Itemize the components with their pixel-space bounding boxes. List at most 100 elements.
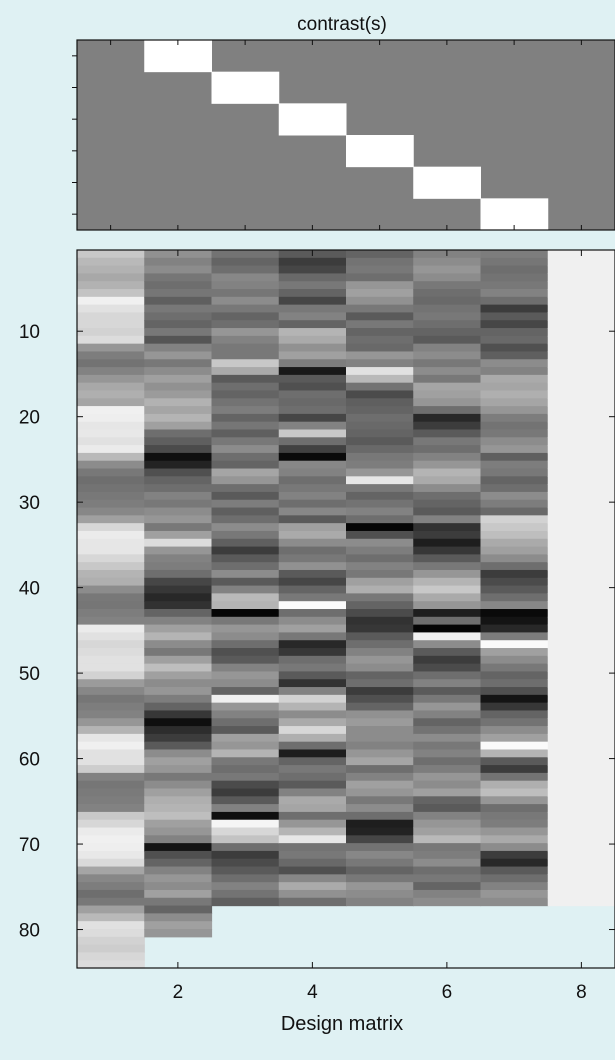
design-cell-c3-r36 <box>211 523 280 532</box>
design-cell-c4-r42 <box>278 569 347 579</box>
design-cell-c2-r79 <box>144 858 213 868</box>
design-cell-c4-r5 <box>278 281 347 290</box>
design-cell-c5-r51 <box>346 640 414 649</box>
design-cell-c6-r67 <box>413 765 482 774</box>
design-cell-c7-r70 <box>480 788 549 797</box>
design-cell-c2-r84 <box>144 897 213 907</box>
design-cell-c1-r5 <box>77 281 145 290</box>
design-cell-c7-r75 <box>480 827 549 836</box>
design-cell-c1-r89 <box>77 936 145 946</box>
design-cell-c7-r7 <box>480 296 549 306</box>
design-cell-c3-r16 <box>211 367 280 376</box>
design-cell-c6-r75 <box>413 827 482 836</box>
design-cell-c5-r19 <box>346 390 414 399</box>
design-cell-c4-r82 <box>278 882 347 891</box>
design-cell-c8-r73 <box>547 811 615 821</box>
design-cell-c3-r2 <box>211 257 280 267</box>
design-cell-c8-r63 <box>547 733 615 743</box>
design-cell-c1-r40 <box>77 554 145 563</box>
design-cell-c1-r64 <box>77 741 145 751</box>
design-cell-c5-r79 <box>346 858 414 868</box>
design-cell-c2-r77 <box>144 843 213 852</box>
design-cell-c1-r83 <box>77 889 145 899</box>
design-cell-c1-r20 <box>77 398 145 407</box>
design-cell-c5-r13 <box>346 343 414 353</box>
design-cell-c7-r84 <box>480 897 549 907</box>
design-cell-c5-r25 <box>346 437 414 446</box>
design-cell-c1-r72 <box>77 804 145 813</box>
design-cell-c8-r40 <box>547 554 615 563</box>
design-cell-c1-r51 <box>77 640 145 649</box>
design-cell-c8-r76 <box>547 835 615 844</box>
design-cell-c2-r57 <box>144 687 213 696</box>
x-tick-label: 8 <box>576 982 587 1003</box>
design-cell-c1-r67 <box>77 765 145 774</box>
design-cell-c5-r26 <box>346 445 414 454</box>
design-cell-c5-r72 <box>346 804 414 813</box>
design-frame <box>76 249 615 969</box>
design-cell-c4-r18 <box>278 382 347 392</box>
design-cell-c8-r57 <box>547 687 615 696</box>
design-cell-c2-r33 <box>144 499 213 509</box>
design-cell-c7-r83 <box>480 889 549 899</box>
design-cell-c8-r14 <box>547 351 615 360</box>
design-cell-c6-r14 <box>413 351 482 360</box>
design-cell-c6-r66 <box>413 757 482 766</box>
design-cell-c3-r19 <box>211 390 280 399</box>
design-cell-c7-r29 <box>480 468 549 477</box>
design-cell-c7-r62 <box>480 726 549 735</box>
design-cell-c8-r84 <box>547 897 615 907</box>
design-cell-c1-r9 <box>77 312 145 321</box>
design-cell-c1-r49 <box>77 624 145 634</box>
design-cell-c6-r31 <box>413 484 482 493</box>
design-cell-c1-r27 <box>77 452 145 462</box>
design-cell-c8-r54 <box>547 663 615 673</box>
design-cell-c4-r29 <box>278 468 347 477</box>
design-cell-c7-r81 <box>480 874 549 883</box>
design-cell-c1-r44 <box>77 585 145 594</box>
design-cell-c8-r49 <box>547 624 615 634</box>
design-cell-c4-r28 <box>278 460 347 470</box>
design-cell-c3-r38 <box>211 538 280 548</box>
design-cell-c7-r24 <box>480 429 549 438</box>
design-cell-c4-r71 <box>278 796 347 805</box>
design-cell-c1-r86 <box>77 913 145 922</box>
design-cell-c5-r54 <box>346 663 414 673</box>
design-cell-c7-r15 <box>480 359 549 368</box>
design-cell-c4-r27 <box>278 452 347 462</box>
design-cell-c7-r5 <box>480 281 549 290</box>
design-cell-c4-r25 <box>278 437 347 446</box>
design-cell-c2-r61 <box>144 718 213 727</box>
design-cell-c4-r80 <box>278 866 347 875</box>
design-cell-c3-r40 <box>211 554 280 563</box>
design-cell-c4-r84 <box>278 897 347 907</box>
design-cell-c2-r19 <box>144 390 213 399</box>
design-cell-c3-r10 <box>211 320 280 329</box>
design-cell-c8-r81 <box>547 874 615 883</box>
design-cell-c2-r51 <box>144 640 213 649</box>
design-cell-c8-r39 <box>547 546 615 555</box>
design-cell-c2-r21 <box>144 406 213 415</box>
design-cell-c6-r16 <box>413 367 482 376</box>
design-cell-c1-r88 <box>77 928 145 938</box>
design-cell-c6-r18 <box>413 382 482 392</box>
design-cell-c3-r17 <box>211 374 280 384</box>
design-cell-c4-r48 <box>278 616 347 626</box>
design-cell-c2-r54 <box>144 663 213 673</box>
design-cell-c7-r56 <box>480 679 549 688</box>
design-matrix-xlabel: Design matrix <box>281 1013 403 1035</box>
design-cell-c4-r12 <box>278 335 347 345</box>
design-cell-c7-r59 <box>480 702 549 712</box>
design-cell-c2-r48 <box>144 616 213 626</box>
design-cell-c2-r72 <box>144 804 213 813</box>
y-tick-label: 30 <box>19 493 40 514</box>
design-cell-c1-r16 <box>77 367 145 376</box>
design-cell-c2-r38 <box>144 538 213 548</box>
design-cell-c7-r37 <box>480 530 549 540</box>
design-cell-c5-r8 <box>346 304 414 314</box>
design-cell-c6-r13 <box>413 343 482 353</box>
design-cell-c3-r80 <box>211 866 280 875</box>
design-cell-c6-r21 <box>413 406 482 415</box>
design-cell-c2-r73 <box>144 811 213 821</box>
design-cell-c2-r76 <box>144 835 213 844</box>
